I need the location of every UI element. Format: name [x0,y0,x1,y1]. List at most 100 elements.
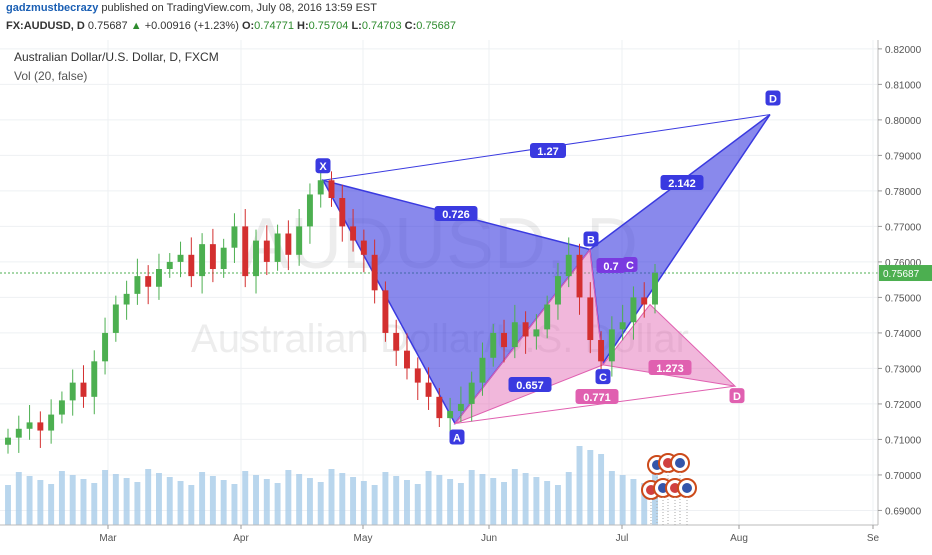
ratio-c-label-badge [596,258,626,273]
volume-bar [382,472,389,525]
harmonic-patterns[interactable] [321,113,771,425]
candle-down [209,244,216,270]
candle-up [26,422,33,429]
volume-bar [457,483,464,525]
candle-up [112,304,119,333]
change-value: +0.00916 (+1.23%) [144,20,239,32]
candle-up [652,272,658,305]
point-a: A [453,432,461,444]
event-markers[interactable] [641,453,697,525]
ratio-c-label: 0.7 [603,261,618,273]
candle-up [317,180,324,195]
volume-bar [641,483,648,525]
candle-up [177,254,184,262]
volume-bar [608,471,615,525]
low-label: L: [351,20,362,32]
candle-down [576,254,583,298]
y-tick-label: 0.75000 [885,293,922,304]
current-price-label: 0.75687 [883,269,920,280]
point-b: B [587,234,595,246]
candle-up [91,361,98,397]
volume-bar [436,475,443,525]
volume-bar [328,469,335,525]
symbol-label: FX:AUDUSD, D [6,20,85,32]
ratio-ac: 0.657 [516,380,544,392]
candle-up [565,254,572,277]
chart-area[interactable]: AUDUSD, D Australian Dollar/U.S. Dollar … [0,40,932,550]
candle-up [544,304,551,330]
price-axis[interactable]: 0.82000 0.81000 0.80000 0.79000 0.78000 0.770… [877,40,932,525]
volume-bar [263,479,270,525]
ratio-c-point: C [626,260,634,272]
price-chart[interactable]: AUDUSD, D Australian Dollar/U.S. Dollar … [0,40,932,550]
y-tick-label: 0.79000 [885,151,922,162]
volume-bar [447,479,454,525]
x-tick-label: Jul [616,533,629,544]
ratio-bd-badge [660,175,704,190]
last-price: 0.75687 [87,20,128,32]
time-axis[interactable]: Mar Apr May Jun Jul Aug Se [0,524,880,544]
point-x-badge [315,158,331,174]
x-tick-label: Mar [99,533,117,544]
volume-bar [209,476,216,525]
candle-down [587,297,594,341]
volume-bar [253,475,259,525]
chart-header: gadzmustbecrazy published on TradingView… [0,0,932,40]
y-tick-label: 0.76000 [885,258,922,269]
point-d: D [769,94,777,106]
volume-bar [479,474,486,525]
volume-bar [48,484,55,525]
volume-bar [274,483,281,525]
candle-down [285,233,292,255]
candle-down [382,290,389,333]
candle-down [501,332,507,348]
close-label: C: [404,20,417,32]
flag-icon [682,483,692,493]
candle-up [102,332,109,362]
volume-bar [414,484,421,525]
volume-bar [69,475,76,525]
open-value: 0.74771 [254,20,294,32]
y-tick-label: 0.70000 [885,471,922,482]
x-tick-label: Apr [233,533,249,544]
point-x: X [319,161,327,173]
high-value: 0.75704 [308,20,349,32]
candle-up [468,382,475,404]
volume-bar [296,474,303,525]
point-d-badge [765,90,781,106]
volume-bar [587,450,594,525]
volume-bar [544,481,551,525]
ratio-c-point-badge [622,257,638,272]
author-link[interactable]: gadzmustbecrazy [6,2,99,14]
y-tick-label: 0.73000 [885,364,922,375]
candle-up [199,244,206,277]
y-tick-label: 0.72000 [885,400,922,411]
x-tick-label: Aug [730,533,748,544]
candle-up [457,403,464,412]
current-price-badge [879,265,932,282]
y-tick-label: 0.74000 [885,329,922,340]
published-text: published on TradingView.com, July 08, 2… [101,2,377,14]
volume-bar [619,475,626,525]
candle-up [58,400,65,415]
volume-bar [145,469,152,525]
volume-bar [242,471,249,525]
volume-bar [306,478,313,525]
x-tick-label: Se [867,533,880,544]
volume-bar [554,485,561,525]
ratio-xb: 0.726 [442,209,470,221]
candle-up [630,297,637,323]
candle-up [306,194,313,227]
ratio-xb-badge [434,206,478,221]
volume-bar [156,473,162,525]
volume-bar [350,477,357,525]
volume-bar [393,476,400,525]
pink-point-d: D [733,391,741,403]
volume-bar [630,479,637,525]
candle-down [350,226,357,241]
legend-title: Australian Dollar/U.S. Dollar, D, FXCM [14,50,219,64]
volume-bar [468,470,475,525]
volume-bar [188,485,195,525]
pink-ratio-ac-badge [575,389,619,404]
candle-down [414,368,421,383]
